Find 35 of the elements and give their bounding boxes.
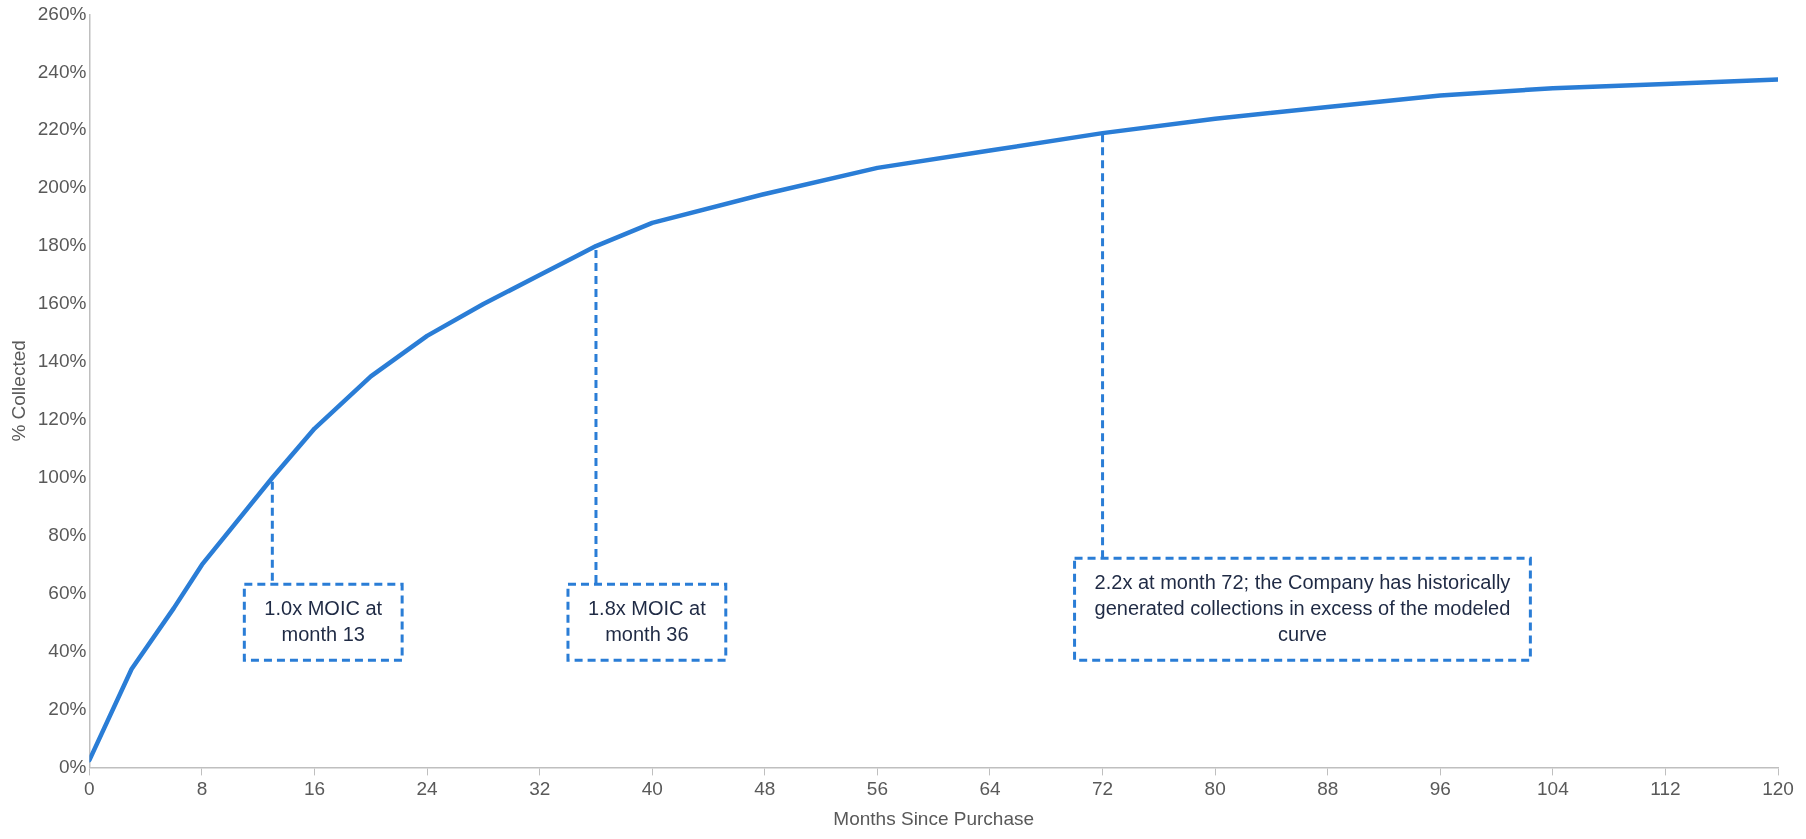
y-tick-label: 20% xyxy=(48,697,87,719)
x-tick-label: 48 xyxy=(754,778,776,800)
x-tick-label: 8 xyxy=(196,778,208,800)
y-axis-title: % Collected xyxy=(7,340,29,442)
y-tick-label: 40% xyxy=(48,639,87,661)
x-tick-label: 24 xyxy=(416,778,439,800)
y-tick-label: 120% xyxy=(37,408,87,430)
x-axis-title: Months Since Purchase xyxy=(833,807,1035,829)
y-tick-label: 80% xyxy=(48,523,87,545)
y-tick-label: 100% xyxy=(37,466,87,488)
x-tick-label: 104 xyxy=(1537,778,1570,800)
annotation: 2.2x at month 72; the Company has historically generated collections in excess of the modeled curve xyxy=(1094,570,1511,645)
x-tick-label: 120 xyxy=(1762,778,1794,800)
y-tick-label: 60% xyxy=(48,581,87,603)
y-tick-label: 260% xyxy=(37,2,87,24)
y-tick-label: 200% xyxy=(37,176,87,198)
x-tick-label: 32 xyxy=(529,778,551,800)
x-tick-label: 72 xyxy=(1091,778,1114,800)
annotation: 1.0x MOIC at month 13 xyxy=(264,596,383,645)
y-tick-label: 180% xyxy=(37,234,87,256)
y-tick-label: 160% xyxy=(37,292,87,314)
x-tick-label: 112 xyxy=(1650,778,1681,800)
x-tick-label: 96 xyxy=(1429,778,1451,800)
x-tick-label: 80 xyxy=(1204,778,1226,800)
x-tick-label: 64 xyxy=(979,778,1001,800)
x-tick-label: 56 xyxy=(866,778,888,800)
x-tick-label: 16 xyxy=(303,778,326,800)
x-tick-label: 0 xyxy=(84,778,95,800)
annotation: 1.8x MOIC at month 36 xyxy=(587,596,707,645)
y-tick-label: 140% xyxy=(37,350,87,372)
y-tick-label: 0% xyxy=(58,755,87,777)
x-tick-label: 88 xyxy=(1317,778,1339,800)
x-tick-label: 40 xyxy=(641,778,663,800)
y-tick-label: 240% xyxy=(37,60,87,82)
y-tick-label: 220% xyxy=(37,118,87,140)
